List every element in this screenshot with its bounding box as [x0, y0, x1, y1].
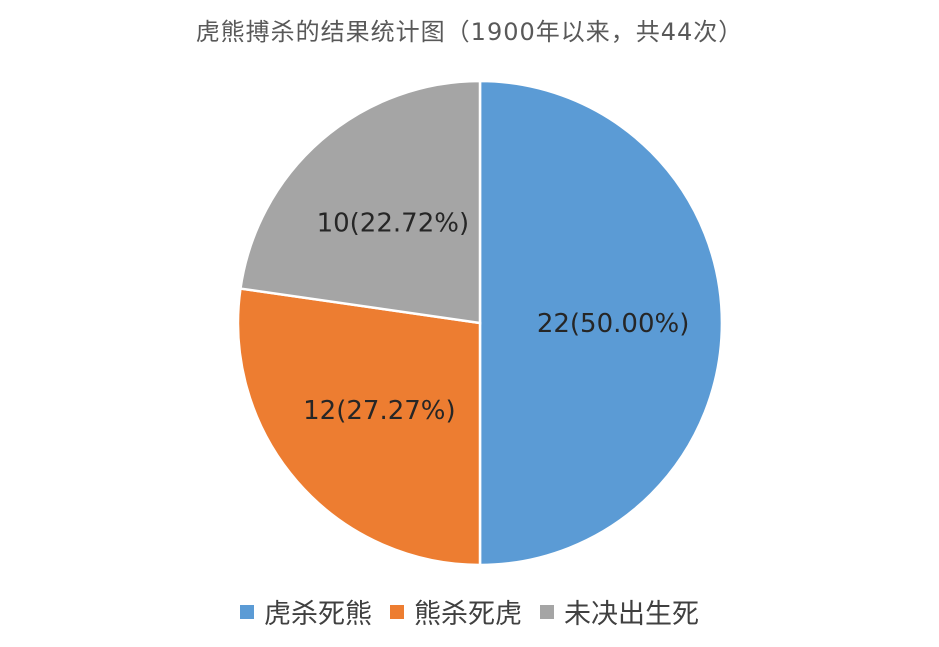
legend-label-2: 熊杀死虎 [414, 599, 522, 630]
legend: 虎杀死熊 熊杀死虎 未决出生死 [0, 592, 939, 631]
pie-slice-2 [236, 287, 482, 567]
legend-swatch-2 [390, 604, 404, 619]
legend-swatch-3 [540, 604, 554, 619]
data-label-2: 12(27.27%) [303, 396, 456, 426]
legend-label-1: 虎杀死熊 [264, 599, 372, 630]
legend-swatch-1 [240, 604, 254, 619]
legend-label-3: 未决出生死 [564, 599, 699, 630]
data-label-1: 22(50.00%) [537, 309, 690, 339]
pie-slices [236, 79, 724, 567]
legend-item-3: 未决出生死 [540, 592, 699, 631]
pie-slice-1 [478, 79, 724, 567]
legend-item-2: 熊杀死虎 [390, 592, 522, 631]
slice-labels: 22(50.00%) 12(27.27%) 10(22.72%) [303, 208, 689, 426]
chart-title: 虎熊搏杀的结果统计图（1900年以来，共44次） [195, 18, 744, 46]
legend-item-1: 虎杀死熊 [240, 592, 372, 631]
data-label-3: 10(22.72%) [317, 208, 470, 238]
pie-slice-3 [239, 79, 482, 325]
